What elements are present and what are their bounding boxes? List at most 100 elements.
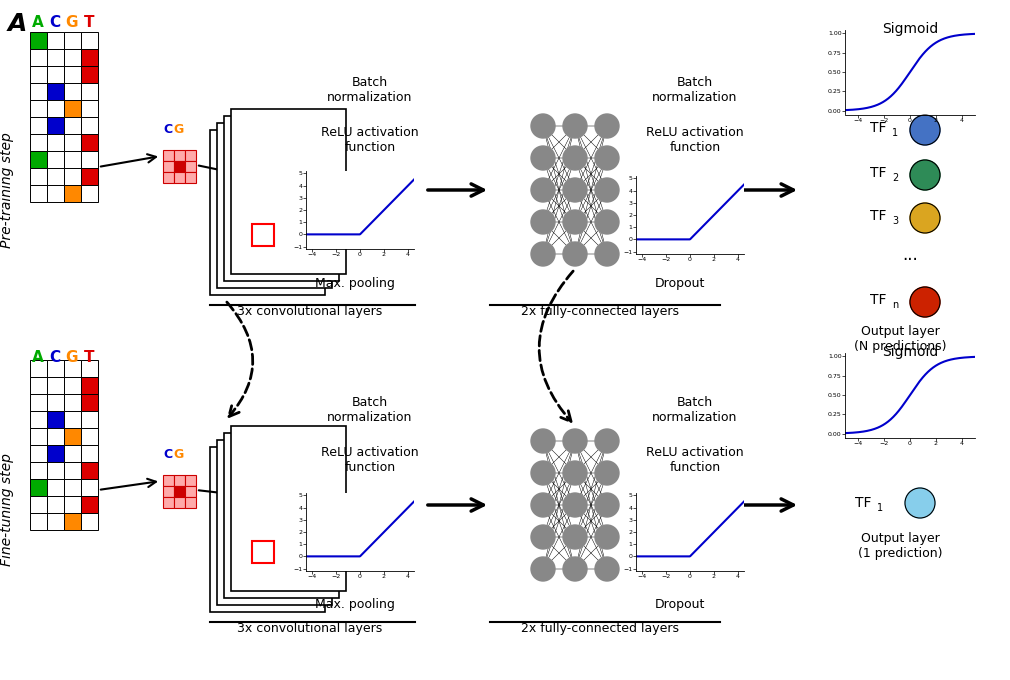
Circle shape [910, 203, 940, 233]
Bar [81, 462, 98, 479]
Bar [47, 134, 64, 151]
Text: Max. pooling: Max. pooling [315, 277, 395, 290]
Text: TF: TF [870, 166, 887, 180]
Bar [47, 151, 64, 168]
Circle shape [531, 493, 556, 517]
Text: TF: TF [870, 121, 887, 135]
Bar [64, 49, 81, 66]
Bar [64, 428, 81, 445]
Text: 2: 2 [892, 173, 898, 183]
Text: Dropout: Dropout [654, 277, 705, 290]
Bar [64, 100, 81, 117]
Text: A: A [32, 350, 43, 365]
Circle shape [595, 178, 619, 202]
Circle shape [563, 461, 587, 485]
Bar [81, 513, 98, 530]
Bar [30, 185, 47, 202]
Text: C: C [49, 350, 61, 365]
Bar [81, 445, 98, 462]
Bar [47, 445, 64, 462]
Bar [30, 513, 47, 530]
Bar [224, 433, 339, 598]
Bar [81, 479, 98, 496]
Text: TF: TF [855, 496, 872, 510]
Bar [47, 394, 64, 411]
Text: 1: 1 [877, 503, 883, 513]
Bar [30, 66, 47, 83]
Circle shape [595, 557, 619, 581]
Bar [30, 462, 47, 479]
Bar [30, 117, 47, 134]
Bar [174, 486, 185, 497]
Text: 2x fully-connected layers: 2x fully-connected layers [521, 305, 679, 318]
Text: 3x convolutional layers: 3x convolutional layers [237, 622, 383, 635]
Bar [64, 394, 81, 411]
Circle shape [910, 287, 940, 317]
Bar [64, 360, 81, 377]
Bar [81, 151, 98, 168]
Circle shape [531, 525, 556, 549]
Bar [163, 161, 174, 172]
Bar [252, 224, 274, 246]
Bar [30, 479, 47, 496]
Bar [47, 185, 64, 202]
Text: G: G [174, 448, 184, 461]
Bar [81, 411, 98, 428]
Bar [185, 497, 196, 508]
Bar [81, 496, 98, 513]
Bar [47, 49, 64, 66]
Bar [185, 161, 196, 172]
Text: Pre-training step: Pre-training step [0, 132, 14, 248]
Circle shape [910, 160, 940, 190]
Circle shape [595, 210, 619, 234]
Bar [47, 513, 64, 530]
Circle shape [563, 525, 587, 549]
Text: ...: ... [902, 246, 918, 264]
Bar [64, 411, 81, 428]
Circle shape [563, 210, 587, 234]
Circle shape [531, 114, 556, 138]
Bar [174, 172, 185, 183]
Bar [47, 496, 64, 513]
Circle shape [563, 557, 587, 581]
Bar [47, 428, 64, 445]
Bar [231, 426, 346, 591]
Bar [217, 123, 332, 288]
Bar [30, 32, 47, 49]
Bar [64, 168, 81, 185]
Text: A: A [8, 12, 27, 36]
Bar [64, 377, 81, 394]
Bar [210, 130, 325, 295]
Text: Batch
normalization: Batch normalization [327, 396, 413, 424]
Text: C: C [164, 448, 173, 461]
Bar [210, 447, 325, 612]
Bar [64, 185, 81, 202]
Bar [30, 151, 47, 168]
Text: Output layer
(N predictions): Output layer (N predictions) [853, 325, 946, 353]
Bar [81, 168, 98, 185]
Text: ReLU activation
function: ReLU activation function [646, 446, 743, 474]
Text: G: G [174, 123, 184, 136]
Bar [64, 117, 81, 134]
Text: G: G [66, 15, 78, 30]
Bar [64, 66, 81, 83]
Bar [81, 66, 98, 83]
Bar [64, 32, 81, 49]
Text: Sigmoid: Sigmoid [882, 345, 938, 359]
Bar [163, 172, 174, 183]
Bar [47, 377, 64, 394]
Bar [224, 116, 339, 281]
Bar [81, 185, 98, 202]
Text: C: C [49, 15, 61, 30]
Circle shape [531, 242, 556, 266]
Bar [47, 479, 64, 496]
Text: Fine-tuning step: Fine-tuning step [0, 454, 14, 566]
Bar [217, 440, 332, 605]
Bar [185, 150, 196, 161]
Circle shape [563, 146, 587, 170]
Text: TF: TF [870, 293, 887, 307]
Text: ReLU activation
function: ReLU activation function [646, 126, 743, 154]
Circle shape [595, 429, 619, 453]
Bar [81, 83, 98, 100]
Bar [30, 100, 47, 117]
